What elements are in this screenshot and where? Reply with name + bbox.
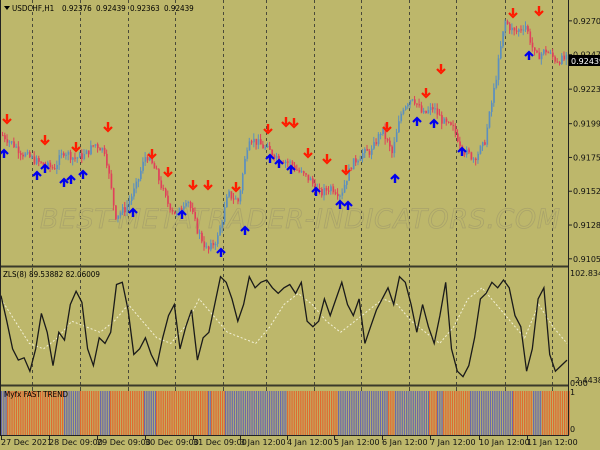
symbol-title: USDCHF,H1	[12, 4, 54, 13]
buy-arrow-icon	[59, 177, 69, 187]
zls-oscillator-panel[interactable]: ZLS(8) 89.53882 82.06009 102.83414 -2.44…	[0, 268, 600, 385]
ohlc-low: 0.92363	[130, 4, 160, 13]
price-axis[interactable]: 0.927050.924700.922300.919900.917550.915…	[568, 17, 600, 264]
sell-arrow-icon	[2, 114, 12, 125]
sell-arrow-icon	[203, 180, 213, 191]
buy-arrow-icon	[286, 164, 296, 174]
price-tick-label: 0.91755	[573, 153, 600, 162]
trend-overlap-label: 0.00	[570, 379, 588, 388]
ohlc-high: 0.92439	[96, 4, 126, 13]
watermark: BEST-METATRADER-INDICATORS.COM	[40, 204, 560, 235]
time-tick-label: 30 Dec 09:00	[145, 438, 199, 447]
buy-arrow-icon	[0, 148, 9, 158]
buy-arrow-icon	[524, 50, 534, 60]
zls-title: ZLS(8) 89.53882 82.06009	[3, 270, 100, 279]
time-tick-label: 28 Dec 09:00	[49, 438, 103, 447]
buy-arrow-icon	[274, 158, 284, 168]
trend-title: Myfx FAST TREND	[4, 390, 68, 399]
sell-arrow-icon	[163, 167, 173, 178]
trend-histogram	[1, 391, 570, 435]
buy-arrow-icon	[265, 153, 275, 163]
ohlc-close: 0.92439	[164, 4, 194, 13]
buy-arrow-icon	[177, 209, 187, 219]
current-price-tag: 0.92439	[569, 55, 600, 66]
zls-min-label: -2.4438	[572, 376, 600, 385]
trend-bottom-label: 0	[570, 425, 575, 434]
sell-arrow-icon	[341, 165, 351, 176]
buy-arrow-icon	[343, 200, 353, 210]
trend-top-label: 1	[570, 388, 575, 397]
buy-arrow-icon	[390, 173, 400, 183]
sell-arrow-icon	[534, 6, 544, 17]
time-tick-label: 27 Dec 2021	[1, 438, 52, 447]
time-tick-label: 31 Dec 09:00	[193, 438, 247, 447]
buy-arrow-icon	[240, 225, 250, 235]
time-tick-label: 5 Jan 12:00	[334, 438, 380, 447]
sell-arrow-icon	[289, 118, 299, 129]
buy-arrow-icon	[32, 170, 42, 180]
chart-title: USDCHF,H1 0.92376 0.92439 0.92363 0.9243…	[4, 4, 194, 13]
time-tick-label: 7 Jan 12:00	[430, 438, 476, 447]
sell-arrow-icon	[421, 88, 431, 99]
time-tick-label: 29 Dec 09:00	[97, 438, 151, 447]
vertical-grid-lines	[32, 0, 553, 266]
signal-arrows	[0, 6, 544, 257]
buy-arrow-icon	[128, 207, 138, 217]
buy-arrow-icon	[457, 146, 467, 156]
buy-arrow-icon	[412, 116, 422, 126]
ohlc-open: 0.92376	[62, 4, 92, 13]
trend-grid	[32, 387, 553, 391]
buy-arrow-icon	[429, 118, 439, 128]
sell-arrow-icon	[103, 122, 113, 133]
zls-main-line	[0, 274, 568, 378]
sell-arrow-icon	[436, 64, 446, 75]
buy-arrow-icon	[66, 174, 76, 184]
sell-arrow-icon	[188, 180, 198, 191]
buy-arrow-icon	[40, 163, 50, 173]
sell-arrow-icon	[303, 148, 313, 159]
zls-signal-line	[0, 287, 568, 350]
sell-arrow-icon	[508, 8, 518, 19]
sell-arrow-icon	[281, 117, 291, 128]
time-tick-label: 3 Jan 12:00	[240, 438, 286, 447]
buy-arrow-icon	[335, 199, 345, 209]
sell-arrow-icon	[40, 135, 50, 146]
zls-max-label: 102.83414	[570, 269, 600, 278]
time-tick-label: 6 Jan 12:00	[382, 438, 428, 447]
sell-arrow-icon	[322, 154, 332, 165]
sell-arrow-icon	[231, 182, 241, 193]
price-tick-label: 0.92705	[573, 17, 600, 26]
buy-arrow-icon	[216, 247, 226, 257]
fast-trend-panel[interactable]: Myfx FAST TREND 0.00 1 0	[1, 379, 588, 435]
sell-arrow-icon	[382, 122, 392, 133]
price-panel-bg	[0, 0, 568, 266]
current-price-label: 0.92439	[571, 57, 600, 66]
sell-arrow-icon	[263, 124, 273, 135]
buy-arrow-icon	[311, 186, 321, 196]
time-tick-label: 11 Jan 12:00	[527, 438, 578, 447]
sell-arrow-icon	[147, 149, 157, 160]
time-tick-label: 4 Jan 12:00	[287, 438, 333, 447]
price-tick-label: 0.91285	[573, 221, 600, 230]
time-tick-label: 10 Jan 12:00	[479, 438, 530, 447]
zls-grid	[32, 268, 553, 385]
collapse-triangle-icon[interactable]	[4, 6, 10, 10]
sell-arrow-icon	[71, 142, 81, 153]
price-panel[interactable]: BEST-METATRADER-INDICATORS.COM USDCHF,H1…	[0, 0, 600, 266]
buy-arrow-icon	[78, 169, 88, 179]
